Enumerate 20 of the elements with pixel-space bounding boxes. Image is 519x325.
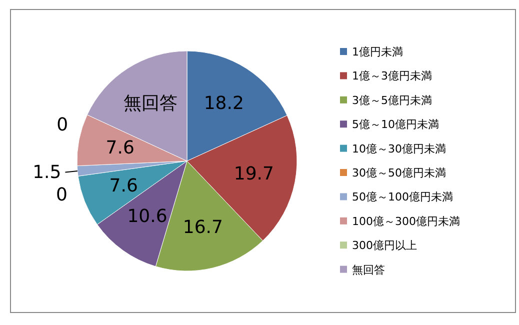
- data-label: 無回答: [123, 93, 178, 114]
- data-label: 7.6: [109, 176, 138, 197]
- data-label: 10.6: [127, 206, 168, 227]
- legend-label: 30億～50億円未満: [352, 166, 446, 180]
- legend-label: 10億～30億円未満: [352, 142, 446, 156]
- data-label: 18.2: [204, 93, 244, 114]
- text: 0: [56, 184, 68, 206]
- legend-label: 1億円未満: [352, 46, 403, 58]
- legend-label: 100億～300億円未満: [352, 214, 460, 228]
- data-label: 1.5: [32, 162, 62, 183]
- legend-label: 50億～100億円未満: [352, 190, 453, 204]
- data-label: 7.6: [106, 137, 134, 158]
- legend-label: 300億円以上: [352, 239, 417, 252]
- data-label: 16.7: [182, 216, 223, 238]
- data-label: 19.7: [234, 163, 274, 184]
- legend-label: 無回答: [352, 263, 385, 276]
- legend-label: 1億～3億円未満: [352, 70, 432, 83]
- legend-label: 5億～10億円未満: [352, 118, 439, 132]
- text: 0: [56, 114, 68, 136]
- legend-label: 3億～5億円未満: [352, 94, 432, 107]
